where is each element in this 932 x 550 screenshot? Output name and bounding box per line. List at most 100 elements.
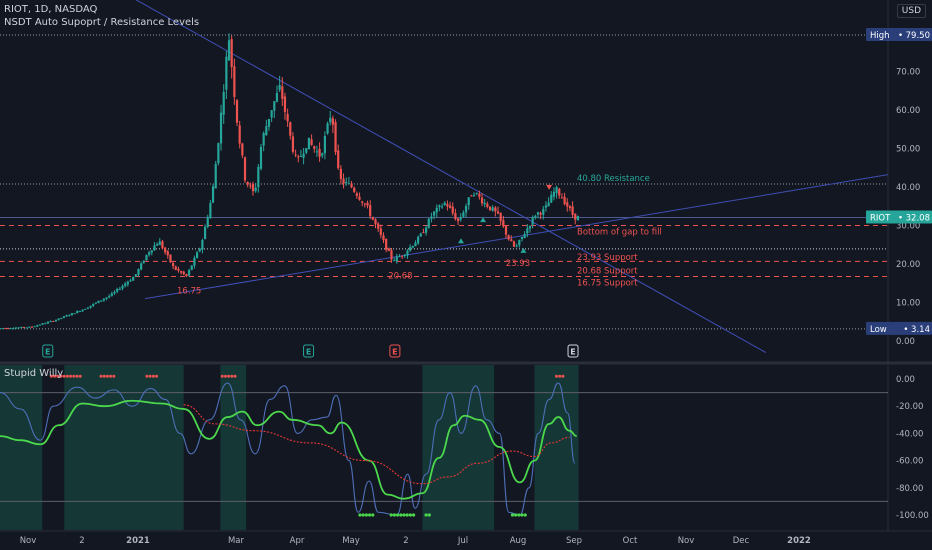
osc-bottom-marker-3 xyxy=(514,513,518,517)
candle-body xyxy=(148,252,151,255)
candle-body xyxy=(536,212,540,215)
candle-body xyxy=(209,202,212,218)
osc-tick-label-1: -20.00 xyxy=(896,402,923,412)
candle-body xyxy=(510,239,513,242)
osc-tick-label-5: -100.00 xyxy=(896,511,929,521)
candle-body xyxy=(270,110,273,118)
candle-body xyxy=(406,250,409,256)
candle-body xyxy=(534,215,537,218)
candle-body xyxy=(563,196,566,205)
time-tick-label-0: Nov xyxy=(20,536,37,546)
high-badge-name: High xyxy=(870,31,890,41)
candle-body xyxy=(89,305,92,308)
osc-top-marker-0 xyxy=(75,374,79,378)
candle-body xyxy=(443,202,446,206)
earnings-event-label-2: E xyxy=(392,348,397,357)
candle-body xyxy=(158,241,161,246)
candle-body xyxy=(446,204,449,207)
signal-triangle-down xyxy=(546,184,553,190)
time-tick-label-4: Apr xyxy=(290,536,305,546)
candle-body xyxy=(403,254,406,256)
candle-body xyxy=(382,235,385,241)
candle-body xyxy=(307,137,311,150)
candle-body xyxy=(33,326,36,328)
candle-body xyxy=(118,288,121,290)
candle-body xyxy=(190,265,193,270)
candle-body xyxy=(105,297,108,299)
last-price-badge-value: • 32.08 xyxy=(898,214,930,224)
candle-body xyxy=(169,254,172,263)
time-tick-label-12: Dec xyxy=(733,536,750,546)
osc-top-marker-3 xyxy=(233,374,237,378)
shaded-zone-3 xyxy=(422,365,495,530)
candle-body xyxy=(305,148,308,153)
candle-body xyxy=(1,328,4,330)
candle-body xyxy=(435,207,438,213)
candle-body xyxy=(283,96,287,112)
candle-body xyxy=(68,315,71,317)
candle-body xyxy=(470,195,473,197)
candle-body xyxy=(94,302,97,304)
last-price-badge-box xyxy=(866,210,932,224)
candle-body xyxy=(121,285,124,289)
candle-body xyxy=(233,66,236,97)
time-tick-label-7: Jul xyxy=(457,536,468,546)
indicator-title[interactable]: NSDT Auto Supoprt / Resistance Levels xyxy=(4,17,200,28)
candle-body xyxy=(520,236,524,240)
osc-bottom-marker-0 xyxy=(358,513,362,517)
candle-body xyxy=(286,113,289,122)
candle-body xyxy=(142,261,145,263)
candle-body xyxy=(166,251,169,256)
price-tick-label-7: 70.00 xyxy=(896,68,920,78)
candle-body xyxy=(526,228,529,234)
candle-body xyxy=(313,146,316,149)
candle-body xyxy=(371,216,374,220)
osc-top-marker-0 xyxy=(53,374,57,378)
oscillator-title[interactable]: Stupid Willy xyxy=(4,368,64,379)
currency-badge[interactable]: USD xyxy=(896,4,926,18)
candle-body xyxy=(310,139,313,145)
candle-body xyxy=(174,266,177,270)
candle-body xyxy=(504,226,508,235)
osc-bottom-marker-1 xyxy=(408,513,413,517)
candle-body xyxy=(235,100,239,123)
osc-top-marker-0 xyxy=(65,374,69,378)
candle-body xyxy=(84,308,87,310)
candle-body xyxy=(198,248,201,252)
candle-body xyxy=(315,151,319,153)
level-label-4: 23.93 Support xyxy=(577,253,638,263)
price-tick-label-1: 10.00 xyxy=(896,299,920,309)
time-tick-label-2: 2021 xyxy=(126,536,150,546)
candle-body xyxy=(496,211,500,214)
candle-body xyxy=(153,245,156,251)
candle-body xyxy=(342,178,345,184)
level-label-6: 16.75 Support xyxy=(577,279,638,289)
candle-body xyxy=(246,182,249,185)
osc-top-marker-0 xyxy=(72,374,76,378)
candle-body xyxy=(358,196,361,200)
candle-body xyxy=(456,218,460,222)
candle-body xyxy=(425,227,428,233)
candle-body xyxy=(238,125,241,144)
price-tick-label-4: 40.00 xyxy=(896,183,920,193)
candle-body xyxy=(14,327,18,329)
price-tick-label-3: 30.00 xyxy=(896,222,920,232)
candle-body xyxy=(345,181,348,183)
price-tick-label-0: 0.00 xyxy=(896,337,915,347)
trendline-0 xyxy=(135,0,767,353)
candle-body xyxy=(137,268,140,275)
candle-body xyxy=(49,321,52,323)
candle-body xyxy=(275,92,279,102)
osc-bottom-marker-1 xyxy=(392,513,397,517)
osc-top-marker-4 xyxy=(561,374,565,378)
symbol-title[interactable]: RIOT, 1D, NASDAQ xyxy=(4,4,98,15)
osc-tick-label-0: 0.00 xyxy=(896,375,915,385)
candle-body xyxy=(390,250,393,260)
osc-top-marker-0 xyxy=(56,374,60,378)
candle-body xyxy=(78,311,81,313)
candle-body xyxy=(145,254,148,261)
candle-body xyxy=(334,122,337,153)
time-tick-label-5: May xyxy=(342,536,360,546)
candle-body xyxy=(547,202,550,207)
